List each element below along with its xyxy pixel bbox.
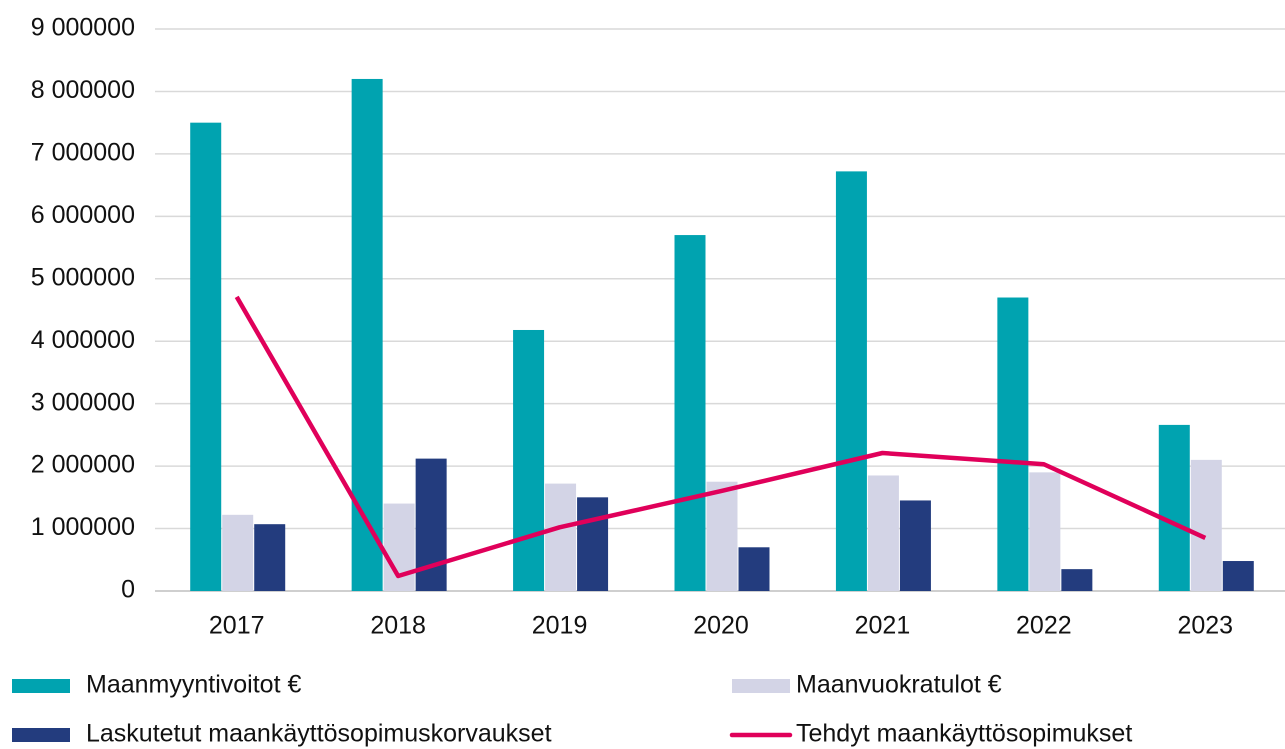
bar: [190, 122, 222, 592]
bar: [867, 475, 899, 591]
legend-swatch: [732, 679, 790, 693]
bar: [577, 497, 609, 591]
bar: [997, 297, 1029, 591]
y-tick-label: 0: [121, 576, 135, 604]
y-tick-label: 6 000000: [31, 201, 135, 229]
bar: [351, 78, 383, 591]
y-tick-label: 2 000000: [31, 451, 135, 479]
bar: [545, 483, 577, 591]
line: [234, 295, 1207, 579]
y-tick-label: 4 000000: [31, 326, 135, 354]
x-tick-label: 2023: [1177, 612, 1233, 640]
x-tick-label: 2018: [370, 612, 426, 640]
x-tick-label: 2021: [855, 612, 911, 640]
y-tick-label: 5 000000: [31, 263, 135, 291]
bar: [222, 514, 254, 591]
bar: [899, 500, 931, 591]
x-tick-label: 2022: [1016, 612, 1072, 640]
legend-label: Tehdyt maankäyttösopimukset: [796, 720, 1132, 748]
legend-label: Maanmyyntivoitot €: [86, 671, 301, 699]
bar: [1158, 424, 1190, 591]
bar: [1029, 472, 1061, 591]
legend-swatch: [12, 728, 70, 742]
legend-swatch: [12, 679, 70, 693]
bar: [738, 547, 770, 591]
y-tick-label: 1 000000: [31, 513, 135, 541]
y-tick-label: 3 000000: [31, 388, 135, 416]
y-tick-label: 7 000000: [31, 138, 135, 166]
y-tick-label: 8 000000: [31, 76, 135, 104]
x-tick-label: 2019: [532, 612, 588, 640]
bar: [1190, 459, 1222, 591]
bar: [1061, 569, 1093, 591]
bar: [674, 235, 706, 592]
bar: [1222, 561, 1254, 591]
x-tick-label: 2017: [209, 612, 265, 640]
legend-label: Laskutetut maankäyttösopimuskorvaukset: [86, 720, 552, 748]
bar: [513, 329, 545, 591]
bar: [706, 481, 738, 591]
legend-label: Maanvuokratulot €: [796, 671, 1002, 699]
bar: [835, 171, 867, 591]
x-tick-label: 2020: [693, 612, 749, 640]
y-tick-label: 9 000000: [31, 14, 135, 42]
bar: [254, 524, 286, 591]
